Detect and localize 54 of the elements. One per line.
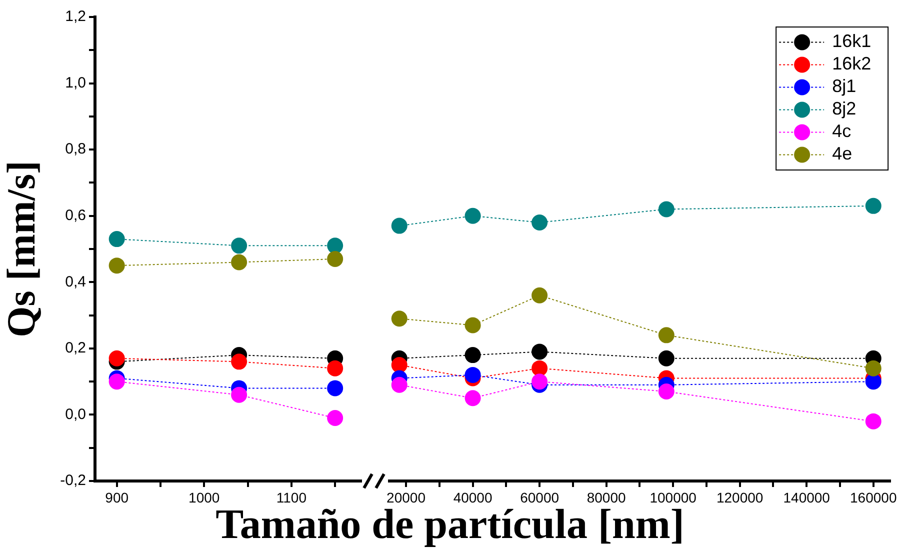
point <box>108 231 125 248</box>
point <box>391 376 408 393</box>
y-tick-label: 0,2 <box>65 340 86 357</box>
point <box>108 258 125 274</box>
point <box>391 357 408 373</box>
x-tick-label: 160000 <box>850 489 897 506</box>
point <box>658 350 674 366</box>
point <box>658 327 674 344</box>
point <box>865 413 882 430</box>
point <box>327 250 344 267</box>
legend-label: 8j1 <box>832 76 856 96</box>
x-tick-label: 140000 <box>783 489 830 506</box>
legend-label: 8j2 <box>832 98 856 119</box>
point <box>391 218 408 234</box>
point <box>464 390 481 406</box>
point <box>464 208 481 224</box>
y-tick-label: 0,4 <box>65 273 86 290</box>
legend-label: 4c <box>832 121 852 142</box>
point <box>865 374 882 390</box>
point <box>658 201 674 218</box>
point <box>108 374 125 390</box>
point <box>327 380 344 396</box>
point <box>327 410 344 426</box>
y-tick-label: 1,2 <box>65 8 86 26</box>
y-tick-label: 0,6 <box>65 207 86 224</box>
point <box>391 310 408 327</box>
legend-label: 16k2 <box>832 54 872 74</box>
point <box>532 287 548 304</box>
y-tick-label: 0,0 <box>65 406 86 423</box>
y-tick-label: 1,0 <box>65 74 86 92</box>
point <box>865 360 882 376</box>
point <box>464 366 481 383</box>
point <box>464 347 481 364</box>
y-axis-title: Qs [mm/s] <box>0 160 44 338</box>
point <box>532 344 548 360</box>
point <box>327 360 344 376</box>
point <box>658 384 674 400</box>
legend-label: 16k1 <box>832 31 872 52</box>
point <box>231 386 248 403</box>
point <box>865 198 882 214</box>
point <box>532 374 548 390</box>
point <box>532 360 548 376</box>
point <box>231 254 248 270</box>
x-tick-label: 900 <box>105 489 129 506</box>
y-tick-label: -0,2 <box>60 472 86 490</box>
point <box>231 238 248 254</box>
point <box>231 354 248 370</box>
x-tick-label: 120000 <box>716 489 764 506</box>
point <box>108 350 125 366</box>
y-tick-label: 0,8 <box>65 140 86 158</box>
point <box>532 214 548 230</box>
legend-label: 4e <box>832 144 852 164</box>
point <box>464 317 481 334</box>
point <box>327 238 344 254</box>
